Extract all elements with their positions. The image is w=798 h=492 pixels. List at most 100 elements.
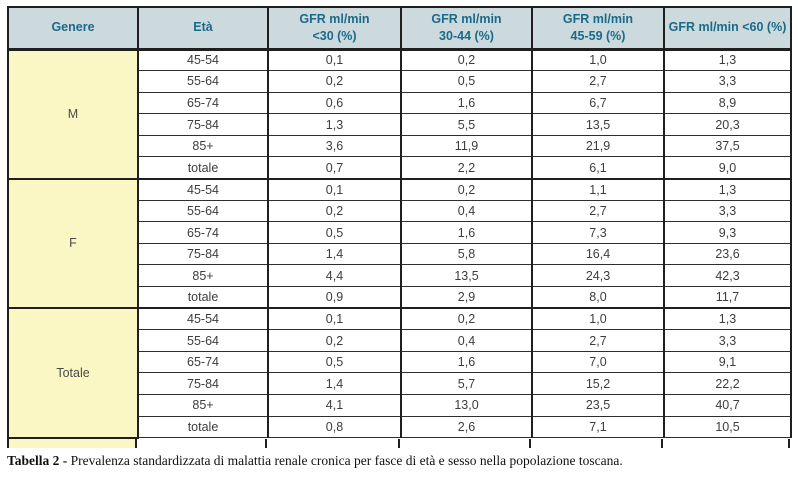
value-cell: 7,0 [531, 350, 665, 374]
table-caption: Tabella 2 - Prevalenza standardizzata di… [7, 453, 798, 469]
value-cell: 2,9 [400, 286, 533, 309]
value-cell: 37,5 [663, 134, 792, 158]
table-row: 75-84 1,3 5,5 13,5 20,3 [8, 113, 792, 136]
value-cell: 1,4 [267, 372, 402, 395]
value-cell: 2,2 [400, 156, 533, 180]
table-row: Totale 45-54 0,1 0,2 1,0 1,3 [7, 307, 792, 439]
value-cell: 23,5 [531, 394, 665, 417]
genere-cell-totale: Totale [7, 307, 139, 439]
value-cell: 24,3 [531, 264, 665, 288]
value-cell: 6,7 [531, 91, 665, 115]
eta-cell: totale [137, 415, 269, 439]
value-cell: 0,1 [267, 307, 402, 331]
table-row: F 45-54 0,1 0,2 1,1 1,3 [7, 177, 792, 310]
value-cell: 1,4 [267, 242, 402, 266]
value-cell: 1,3 [267, 113, 402, 136]
value-cell: 0,2 [400, 177, 533, 201]
value-cell: 5,8 [400, 242, 533, 266]
value-cell: 1,0 [531, 48, 665, 72]
value-cell: 2,7 [531, 70, 665, 93]
value-cell: 0,5 [267, 350, 402, 374]
value-cell: 23,6 [663, 242, 792, 266]
genere-cell-f: F [7, 177, 139, 310]
stub-col4 [400, 438, 531, 448]
value-cell: 9,1 [663, 350, 792, 374]
value-cell: 0,2 [400, 48, 533, 72]
table-row: M 45-54 0,1 0,2 1,0 1,3 [7, 48, 792, 180]
table-row: 85+ 3,6 11,9 21,9 37,5 [8, 134, 792, 158]
value-cell: 0,9 [267, 286, 402, 309]
table-row: 75-84 1,4 5,8 16,4 23,6 [8, 242, 792, 266]
value-cell: 5,7 [400, 372, 533, 395]
value-cell: 1,6 [400, 91, 533, 115]
value-cell: 4,1 [267, 394, 402, 417]
value-cell: 1,3 [663, 48, 792, 72]
header-row: Genere Età GFR ml/min <30 (%) GFR ml/min… [7, 6, 792, 51]
eta-cell: 85+ [137, 134, 269, 158]
eta-cell: 85+ [137, 264, 269, 288]
value-cell: 0,2 [267, 70, 402, 93]
stub-col5 [531, 438, 663, 448]
eta-cell: totale [137, 286, 269, 309]
value-cell: 3,3 [663, 329, 792, 352]
eta-cell: 45-54 [137, 48, 269, 72]
eta-cell: 65-74 [137, 221, 269, 244]
value-cell: 0,1 [267, 48, 402, 72]
value-cell: 9,3 [663, 221, 792, 244]
eta-cell: totale [137, 156, 269, 180]
value-cell: 10,5 [663, 415, 792, 439]
table-row: 65-74 0,5 1,6 7,0 9,1 [8, 350, 792, 374]
value-cell: 9,0 [663, 156, 792, 180]
value-cell: 2,7 [531, 329, 665, 352]
header-gfr-lt30: GFR ml/min <30 (%) [267, 6, 402, 51]
value-cell: 11,7 [663, 286, 792, 309]
value-cell: 3,3 [663, 199, 792, 223]
table-row: 55-64 0,2 0,4 2,7 3,3 [8, 329, 792, 352]
value-cell: 0,4 [400, 199, 533, 223]
stub-eta [137, 438, 267, 448]
value-cell: 7,1 [531, 415, 665, 439]
value-cell: 16,4 [531, 242, 665, 266]
value-cell: 11,9 [400, 134, 533, 158]
value-cell: 0,7 [267, 156, 402, 180]
value-cell: 0,2 [267, 199, 402, 223]
table-row: totale 0,8 2,6 7,1 10,5 [8, 415, 792, 439]
value-cell: 1,0 [531, 307, 665, 331]
value-cell: 0,6 [267, 91, 402, 115]
value-cell: 4,4 [267, 264, 402, 288]
stub-genere [7, 438, 137, 448]
value-cell: 13,0 [400, 394, 533, 417]
table-row: totale 0,7 2,2 6,1 9,0 [8, 156, 792, 180]
caption-label: Tabella 2 - [7, 452, 68, 468]
value-cell: 1,1 [531, 177, 665, 201]
genere-cell-m: M [7, 48, 139, 180]
value-cell: 22,2 [663, 372, 792, 395]
eta-cell: 55-64 [137, 329, 269, 352]
header-genere: Genere [7, 6, 139, 51]
eta-cell: 65-74 [137, 91, 269, 115]
value-cell: 0,1 [267, 177, 402, 201]
value-cell: 0,5 [400, 70, 533, 93]
value-cell: 8,0 [531, 286, 665, 309]
stub-col3 [267, 438, 400, 448]
table-row: 55-64 0,2 0,4 2,7 3,3 [8, 199, 792, 223]
value-cell: 5,5 [400, 113, 533, 136]
table-cutoff-border-stubs [7, 438, 790, 448]
value-cell: 21,9 [531, 134, 665, 158]
gfr-prevalence-table: Genere Età GFR ml/min <30 (%) GFR ml/min… [7, 6, 792, 439]
value-cell: 2,6 [400, 415, 533, 439]
value-cell: 0,8 [267, 415, 402, 439]
value-cell: 13,5 [531, 113, 665, 136]
eta-cell: 85+ [137, 394, 269, 417]
caption-text: Prevalenza standardizzata di malattia re… [70, 452, 623, 468]
header-eta: Età [137, 6, 269, 51]
table-body: M 45-54 0,1 0,2 1,0 1,3 55-64 0,2 0,5 2,… [7, 48, 792, 439]
value-cell: 1,3 [663, 177, 792, 201]
value-cell: 42,3 [663, 264, 792, 288]
value-cell: 40,7 [663, 394, 792, 417]
eta-cell: 45-54 [137, 307, 269, 331]
value-cell: 15,2 [531, 372, 665, 395]
value-cell: 8,9 [663, 91, 792, 115]
value-cell: 3,3 [663, 70, 792, 93]
table-row: totale 0,9 2,9 8,0 11,7 [8, 286, 792, 309]
